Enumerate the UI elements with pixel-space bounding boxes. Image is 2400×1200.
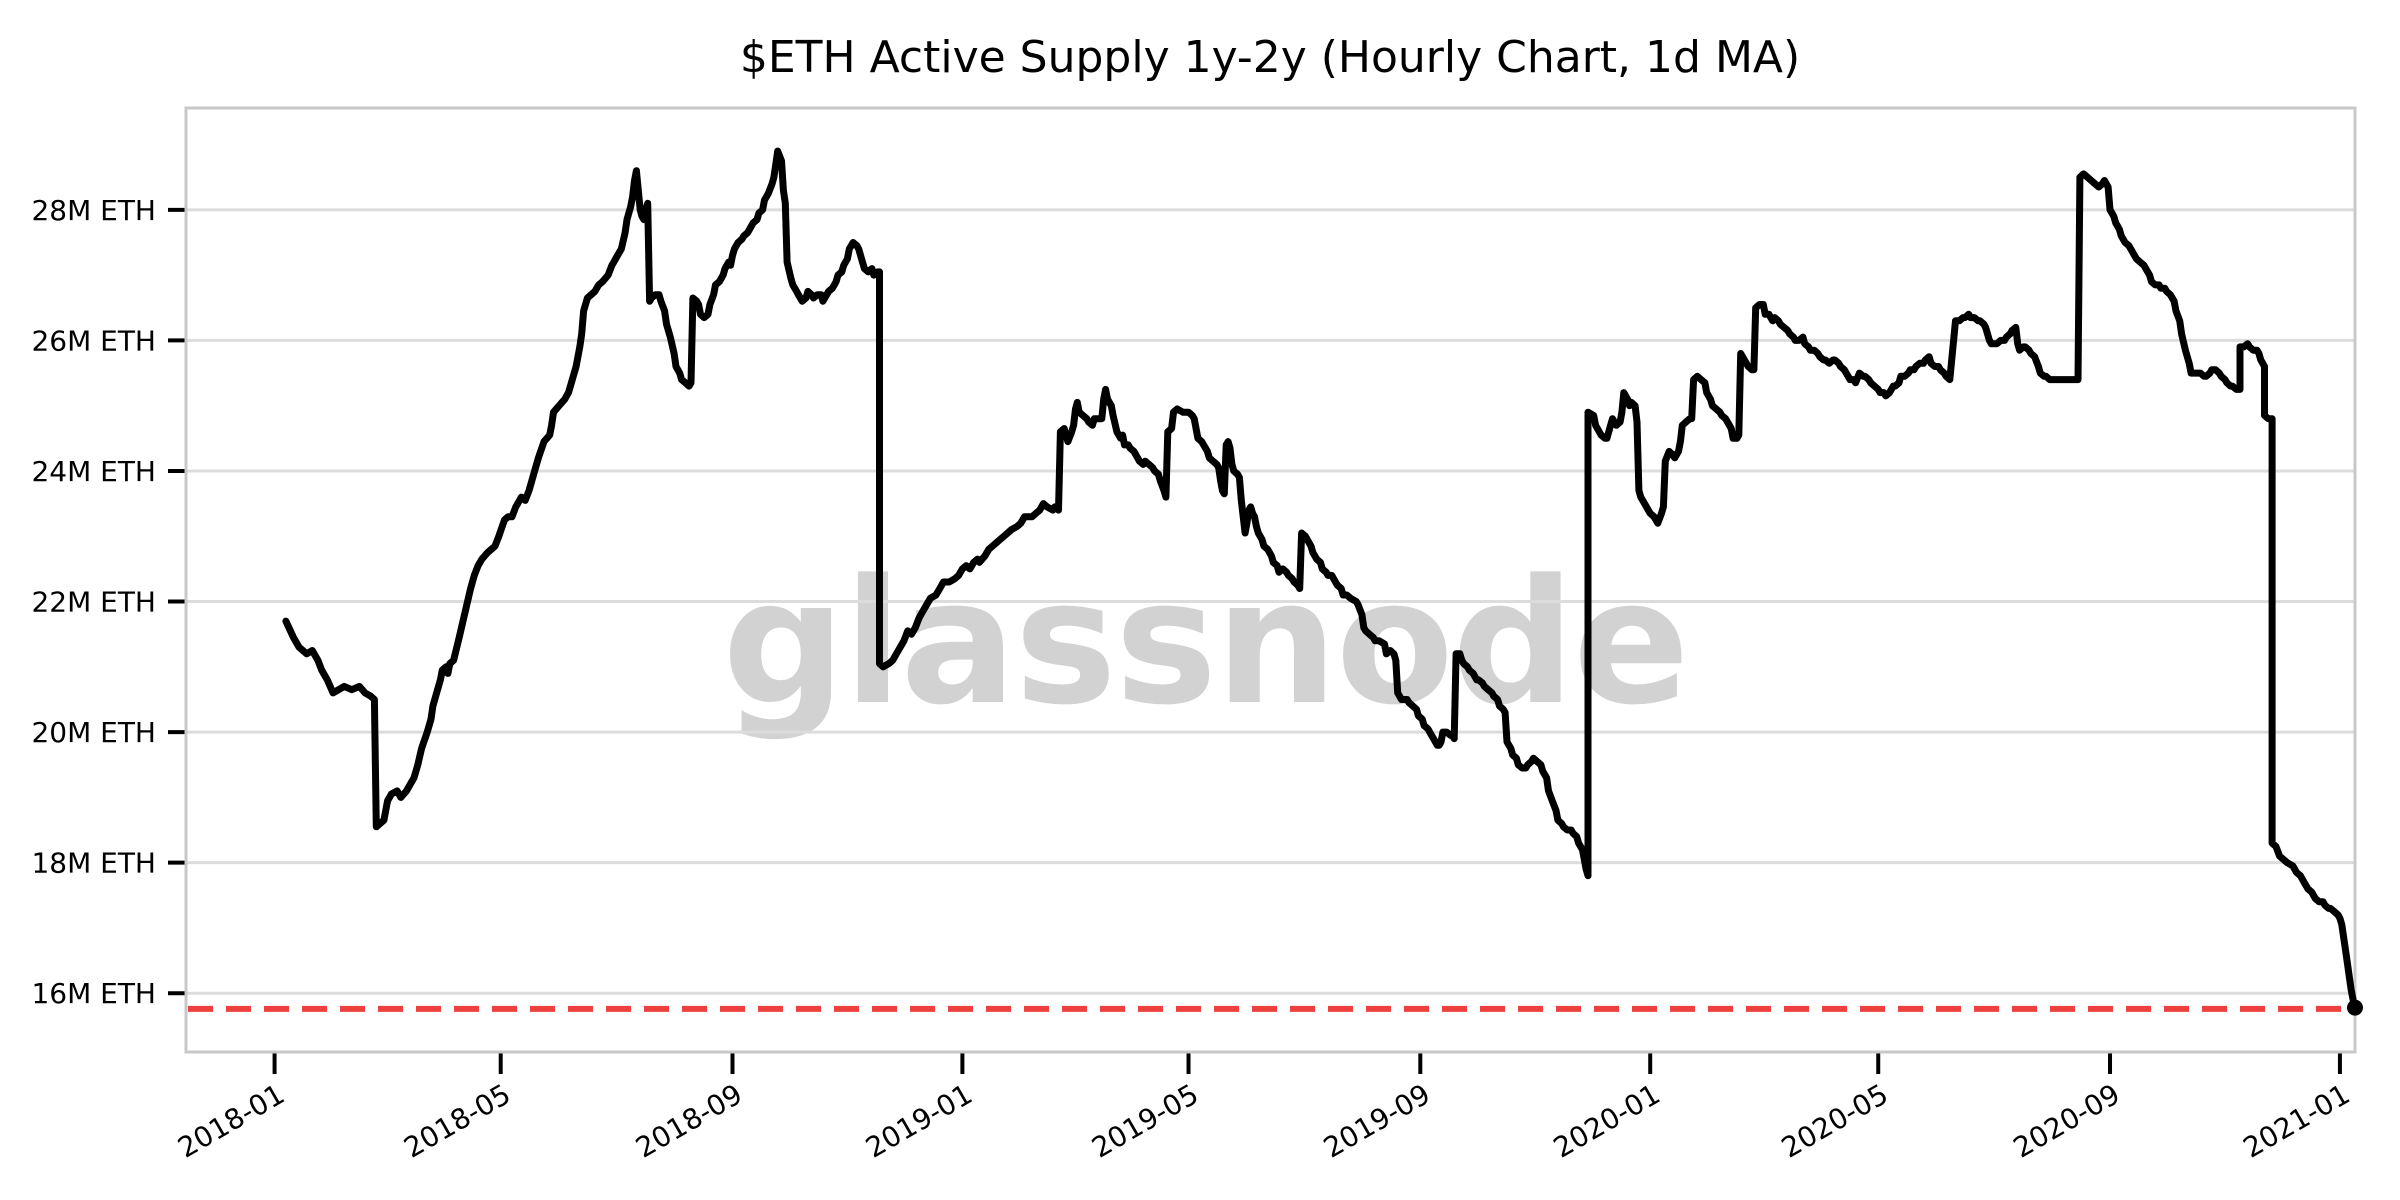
y-tick-label: 28M ETH <box>31 194 156 227</box>
x-tick-label: 2020-09 <box>2008 1077 2126 1164</box>
grid-layer <box>186 208 2355 995</box>
x-tick-label: 2018-05 <box>398 1077 516 1164</box>
series-end-marker <box>2347 999 2363 1016</box>
y-tick-label: 26M ETH <box>31 324 156 357</box>
x-tick-label: 2018-09 <box>630 1077 748 1164</box>
plot-frame <box>184 106 2357 1054</box>
x-tick-label: 2019-05 <box>1086 1077 1204 1164</box>
x-tick-label: 2019-01 <box>860 1077 978 1164</box>
active-supply-line <box>282 147 2359 1012</box>
x-tick-label: 2020-05 <box>1776 1077 1894 1164</box>
y-tick-label: 18M ETH <box>31 847 156 880</box>
series-layer <box>188 147 2363 1016</box>
x-tick-label: 2018-01 <box>172 1077 290 1164</box>
x-tick-label: 2019-09 <box>1318 1077 1436 1164</box>
y-tick-label: 20M ETH <box>31 716 156 749</box>
x-tick-label: 2020-01 <box>1548 1077 1666 1164</box>
chart-title: $ETH Active Supply 1y-2y (Hourly Chart, … <box>740 32 1800 83</box>
y-tick-label: 16M ETH <box>31 977 156 1010</box>
glassnode-watermark: glassnode <box>722 542 1687 743</box>
y-tick-label: 24M ETH <box>31 455 156 488</box>
y-tick-label: 22M ETH <box>31 586 156 619</box>
x-tick-label: 2021-01 <box>2238 1077 2356 1164</box>
